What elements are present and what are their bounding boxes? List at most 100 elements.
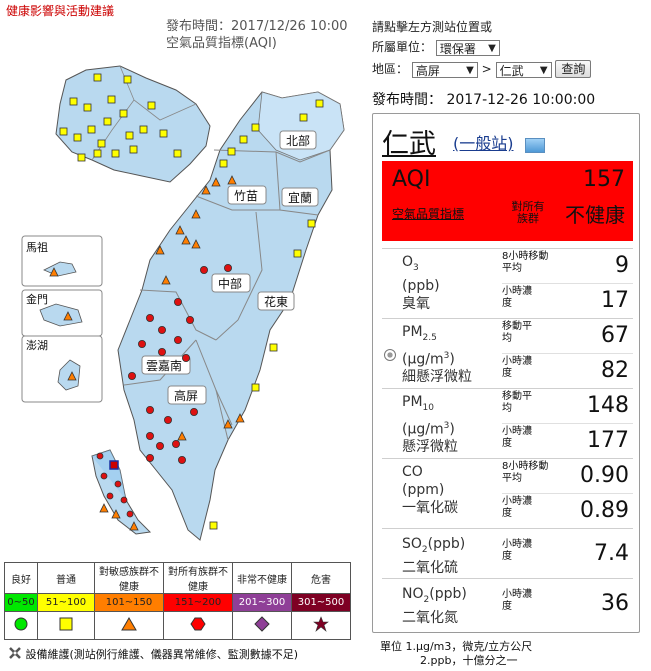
region-label: 地區： [372, 62, 409, 76]
no2-cname: 二氧化氮 [402, 609, 458, 626]
maintenance-text: 設備維護(測站例行維護、儀器異常維修、監測數據不足) [25, 648, 299, 661]
county-select[interactable]: 高屏 ▼ [411, 61, 478, 78]
taiwan-aqi-map[interactable]: 北部 竹苗 宜蘭 中部 花東 雲嘉南 高屏 馬祖 金門 澎湖 [0, 0, 368, 560]
co-hour-value: 0.89 [580, 498, 629, 523]
pm25-unit: (μg/m3) [402, 350, 455, 368]
o3-hour: 小時濃度 17 [502, 283, 633, 318]
agency-row: 所屬單位： 環保署 ▼ [372, 38, 500, 56]
pm25-avg-value: 67 [601, 323, 629, 348]
legend-symbol-unhealthy [163, 611, 233, 640]
region-yilan: 宜蘭 [288, 190, 312, 205]
search-button[interactable]: 查詢 [555, 60, 592, 78]
no2-hour-value: 36 [601, 591, 629, 616]
pm10-hour-label: 小時濃度 [502, 426, 532, 449]
maintenance-note: 設備維護(測站例行維護、儀器異常維修、監測數據不足) [8, 646, 298, 662]
legend-label-unhealthy: 對所有族群不健康 [163, 562, 233, 594]
o3-unit: (ppb) [402, 277, 440, 294]
pm25-hour-label: 小時濃度 [502, 356, 532, 379]
map-publish-time: 發布時間：2017/12/26 10:00 [166, 19, 348, 34]
matsu-box [21, 235, 103, 287]
station-select[interactable]: 仁武 ▼ [495, 61, 552, 78]
no2-hour: 小時濃度 36 [502, 587, 633, 621]
legend-label-sensitive: 對敏感族群不健康 [94, 562, 164, 594]
o3-cname: 臭氧 [402, 295, 430, 312]
station-name[interactable]: 仁武 [382, 129, 436, 160]
pm25-avg: 移動平均 67 [502, 319, 633, 353]
aqi-sub-link[interactable]: 空氣品質指標 [392, 207, 465, 221]
pm10-hour: 小時濃度 177 [502, 423, 633, 458]
aqi-status: 不健康 [565, 203, 625, 227]
legend-range-moderate: 51~100 [37, 593, 95, 612]
station-panel: 仁武 (一般站) AQI 157 空氣品質指標 對所有族群 不健康 O3 (pp… [372, 113, 640, 633]
o3-hour-value: 17 [601, 288, 629, 313]
o3-avg: 8小時移動平均 9 [502, 249, 633, 283]
co-avg-label: 8小時移動平均 [502, 461, 549, 484]
pollutant-pm25: PM2.5 (μg/m3) 細懸浮微粒 移動平均 67 小時濃度 82 [382, 318, 633, 389]
legend-range-sensitive: 101~150 [94, 593, 164, 612]
triangle-icon [121, 617, 137, 631]
publish-time: 發布時間： 2017-12-26 10:00:00 [372, 92, 596, 108]
pm25-radio[interactable] [384, 349, 396, 361]
pollutant-o3: O3 (ppb) 臭氧 8小時移動平均 9 小時濃度 17 [382, 248, 633, 319]
legend-symbol-moderate [37, 611, 95, 640]
region-gaoping: 高屏 [174, 388, 198, 403]
aqi-value: 157 [583, 167, 625, 192]
circle-icon [14, 617, 28, 631]
region-kinmen: 金門 [26, 292, 48, 306]
agency-select[interactable]: 環保署 ▼ [435, 39, 500, 56]
wrench-cross-icon [9, 647, 21, 659]
chevron-down-icon: ▼ [539, 64, 548, 76]
pollutant-no2-label: NO2(ppb) 二氧化氮 [402, 585, 467, 627]
pm25-cname: 細懸浮微粒 [402, 369, 472, 386]
co-hour-label: 小時濃度 [502, 496, 532, 519]
units-note: 單位 1.μg/m3，微克/立方公尺 2.ppb，十億分之一 [380, 640, 532, 668]
aqi-box: AQI 157 空氣品質指標 對所有族群 不健康 [382, 161, 633, 241]
pm10-cname: 懸浮微粒 [402, 439, 458, 456]
legend-label-hazardous: 危害 [291, 562, 351, 594]
pollutant-pm10: PM10 (μg/m3) 懸浮微粒 移動平均 148 小時濃度 177 [382, 388, 633, 459]
legend-range-unhealthy: 151~200 [163, 593, 233, 612]
chevron-down-icon: ▼ [488, 42, 496, 54]
pollutant-so2-label: SO2(ppb) 二氧化硫 [402, 535, 465, 577]
star-icon [313, 616, 329, 632]
pm10-avg: 移動平均 148 [502, 389, 633, 423]
co-unit: (ppm) [402, 482, 445, 498]
co-hour: 小時濃度 0.89 [502, 493, 633, 528]
legend-range-very-unhealthy: 201~300 [232, 593, 292, 612]
pm10-unit: (μg/m3) [402, 420, 455, 438]
aqi-legend: 良好 普通 對敏感族群不健康 對所有族群不健康 非常不健康 危害 0~50 51… [4, 562, 351, 640]
co-name: CO [402, 464, 423, 480]
station-type-link[interactable]: (一般站) [453, 134, 514, 153]
so2-hour-label: 小時濃度 [502, 539, 532, 562]
region-central: 中部 [218, 276, 242, 291]
legend-label-very-unhealthy: 非常不健康 [232, 562, 292, 594]
region-north: 北部 [286, 133, 310, 148]
legend-symbol-good [4, 611, 38, 640]
diamond-icon [254, 616, 270, 632]
pollutant-pm10-label: PM10 (μg/m3) 懸浮微粒 [402, 393, 458, 456]
so2-cname: 二氧化硫 [402, 559, 458, 576]
pollutant-o3-label: O3 (ppb) 臭氧 [402, 253, 440, 313]
aqi-label: AQI [392, 167, 431, 192]
station-markers [49, 73, 324, 531]
agency-label: 所屬單位： [372, 40, 433, 54]
co-cname: 一氧化碳 [402, 500, 458, 516]
pollutant-so2: SO2(ppb) 二氧化硫 小時濃度 7.4 [382, 528, 633, 579]
query-hint: 請點擊左方測站位置或 [372, 20, 493, 34]
north-inset [55, 65, 211, 183]
no2-name: NO2(ppb) [402, 586, 467, 605]
legend-symbol-hazardous [291, 611, 351, 640]
station-photo-icon[interactable] [525, 138, 545, 153]
region-matsu: 馬祖 [26, 240, 48, 254]
pollutant-co-label: CO (ppm) 一氧化碳 [402, 463, 458, 517]
map-header: 發布時間：2017/12/26 10:00 空氣品質指標(AQI) [166, 18, 348, 52]
health-advice-link[interactable]: 健康影響與活動建議 [6, 4, 115, 18]
hexagon-icon [190, 617, 206, 631]
region-penghu: 澎湖 [26, 339, 48, 352]
o3-hour-label: 小時濃度 [502, 286, 532, 309]
units-line2: 2.ppb，十億分之一 [420, 654, 518, 667]
so2-hour-value: 7.4 [594, 541, 629, 566]
pollutant-pm25-label: PM2.5 (μg/m3) 細懸浮微粒 [402, 323, 472, 386]
co-avg-value: 0.90 [580, 463, 629, 488]
legend-symbol-sensitive [94, 611, 164, 640]
